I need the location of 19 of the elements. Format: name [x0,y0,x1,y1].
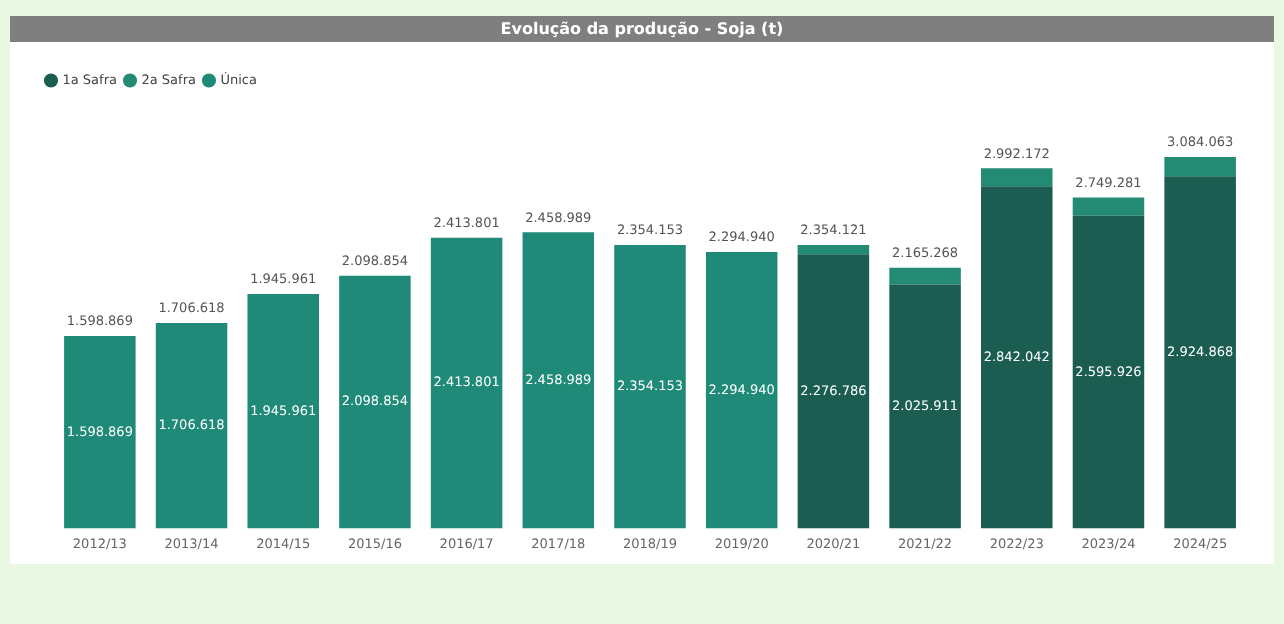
bar [1072,215,1145,529]
bar [1072,197,1145,216]
chart-title: Evolução da produção - Soja (t) [10,16,1274,42]
bar [247,294,319,529]
bar [797,244,870,255]
bar [981,186,1053,529]
bar [1164,157,1236,177]
bar [614,244,686,529]
bar [889,284,961,529]
bar [339,275,411,529]
bar [430,237,503,529]
bar [705,252,778,529]
bar [155,322,228,529]
bar [797,254,870,529]
bar [522,232,595,529]
bar [1164,176,1236,529]
bar [889,267,961,285]
bar [981,168,1053,187]
bar [64,335,136,529]
